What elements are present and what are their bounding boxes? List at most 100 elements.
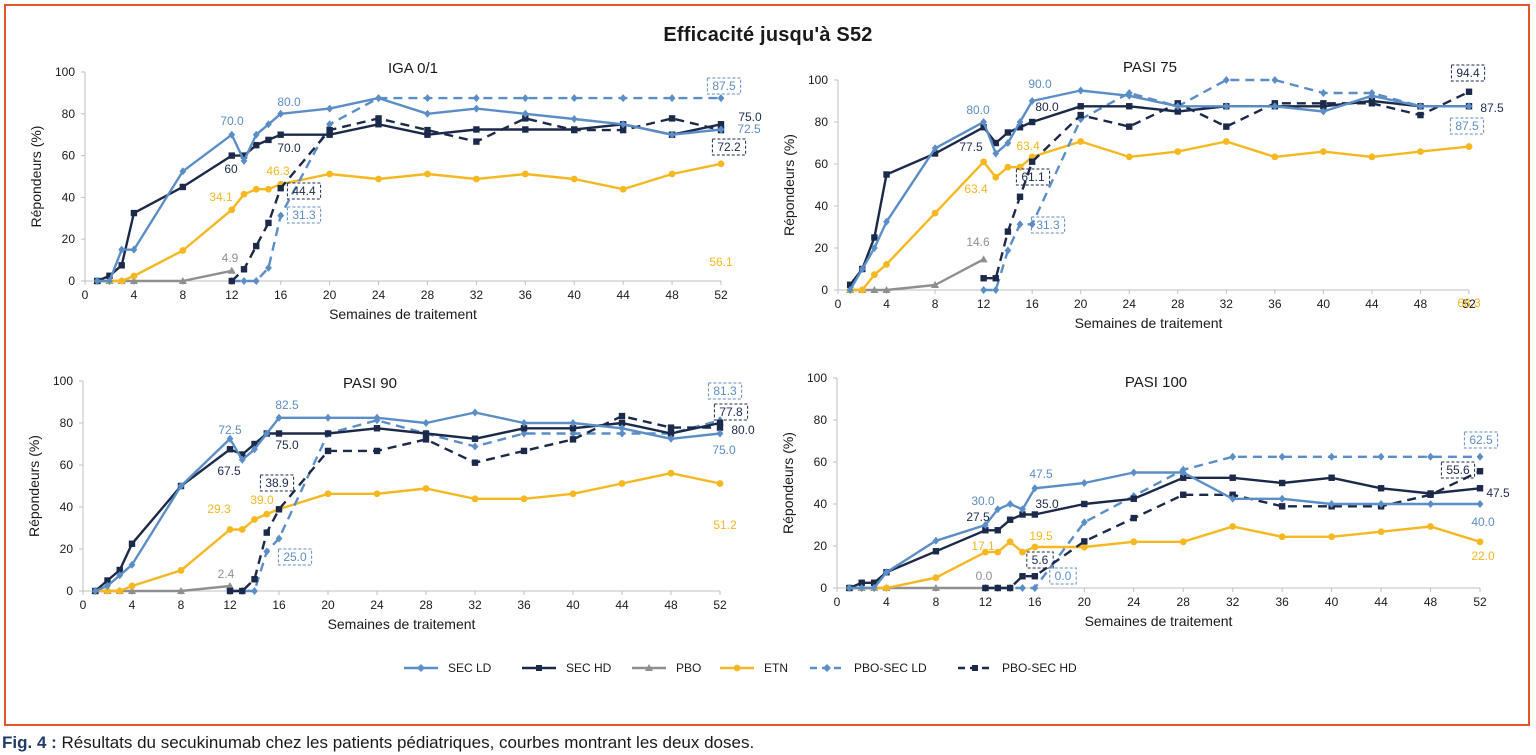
data-point xyxy=(251,587,258,595)
data-label-text: 63.4 xyxy=(964,182,988,196)
data-point xyxy=(716,419,724,427)
data-label-text: 68.3 xyxy=(1457,296,1481,310)
data-label: 29.3 xyxy=(207,502,231,516)
series-etn xyxy=(846,138,1473,294)
data-point xyxy=(992,149,1000,158)
x-tick-label: 24 xyxy=(370,598,384,612)
figure-title: Efficacité jusqu'à S52 xyxy=(663,24,873,46)
figure-frame xyxy=(4,4,1530,726)
data-point xyxy=(116,587,124,595)
data-point xyxy=(238,526,246,533)
x-tick-label: 20 xyxy=(321,598,335,612)
legend-swatch xyxy=(958,665,992,671)
data-point xyxy=(1077,86,1085,95)
y-axis-label: Répondeurs (%) xyxy=(780,432,796,534)
data-point xyxy=(1319,89,1327,98)
data-point xyxy=(931,144,939,153)
data-point xyxy=(228,152,235,159)
data-label: 5.6 xyxy=(1026,551,1054,569)
data-point xyxy=(240,277,248,285)
data-point xyxy=(1427,490,1434,497)
data-point xyxy=(980,118,988,126)
data-point xyxy=(992,275,999,282)
data-label-text: 56.1 xyxy=(709,255,733,269)
data-label-box xyxy=(713,403,749,421)
data-point xyxy=(618,429,626,438)
data-point xyxy=(179,167,187,176)
data-label-text: 14.6 xyxy=(966,235,990,249)
data-point xyxy=(1222,102,1230,111)
x-tick-label: 44 xyxy=(1365,297,1379,311)
data-point xyxy=(1377,452,1385,461)
y-tick-label: 20 xyxy=(815,241,829,255)
data-point xyxy=(522,126,529,133)
x-tick-label: 24 xyxy=(1123,297,1137,311)
x-tick-label: 8 xyxy=(180,288,187,302)
data-label: 90.0 xyxy=(1028,77,1052,91)
panel-title: PASI 100 xyxy=(1125,374,1187,391)
data-label-box xyxy=(1450,64,1486,82)
y-tick-label: 0 xyxy=(66,584,73,598)
series-sec-ld xyxy=(845,468,1484,592)
data-label: 14.6 xyxy=(966,235,990,249)
data-label: 40.0 xyxy=(1471,515,1495,529)
data-label-text: 47.5 xyxy=(1486,486,1510,500)
data-point xyxy=(1028,158,1036,165)
series-line xyxy=(849,525,1481,590)
data-label-text: 77.8 xyxy=(719,405,743,419)
data-label-text: 87.5 xyxy=(1480,101,1504,115)
data-point xyxy=(1126,103,1133,110)
data-point xyxy=(1476,468,1484,475)
data-point xyxy=(1028,97,1036,105)
data-label-box xyxy=(1030,216,1066,234)
data-point xyxy=(521,170,529,178)
x-tick-label: 12 xyxy=(977,297,991,311)
legend-label: SEC HD xyxy=(566,661,612,675)
legend-swatch xyxy=(720,664,754,672)
data-point xyxy=(1077,103,1084,110)
data-point xyxy=(522,115,529,122)
legend-item-sec-ld: SEC LD xyxy=(402,657,491,679)
data-point xyxy=(373,447,381,455)
data-point xyxy=(1004,163,1012,171)
data-label: 60 xyxy=(224,162,238,176)
data-point xyxy=(424,126,431,134)
data-label: 70.0 xyxy=(277,141,301,155)
data-label-box xyxy=(286,182,322,200)
data-point xyxy=(569,436,577,443)
data-point xyxy=(1417,102,1424,111)
data-label-text: 80.0 xyxy=(277,95,301,109)
data-label: 72.5 xyxy=(737,122,761,136)
data-label-text: 70.0 xyxy=(277,141,301,155)
data-point xyxy=(619,185,627,193)
legend-label: PBO-SEC HD xyxy=(1002,661,1077,675)
series-line xyxy=(230,414,720,593)
data-point xyxy=(1223,123,1230,130)
data-point xyxy=(265,219,272,227)
data-point xyxy=(240,156,248,165)
y-tick-label: 80 xyxy=(60,416,74,430)
data-point xyxy=(422,436,430,443)
data-point xyxy=(618,480,626,487)
data-point xyxy=(1019,511,1026,518)
data-label-text: 82.5 xyxy=(275,398,299,412)
data-point xyxy=(846,281,854,288)
data-label: 22.0 xyxy=(1471,549,1495,563)
data-point xyxy=(520,425,528,432)
data-point xyxy=(667,430,675,437)
data-point xyxy=(1130,495,1137,502)
data-point xyxy=(1031,484,1039,493)
data-label: 81.3 xyxy=(707,382,743,400)
data-label-text: 31.3 xyxy=(292,208,316,222)
data-label-text: 2.4 xyxy=(218,567,235,581)
data-point xyxy=(424,94,431,103)
data-label-text: 44.4 xyxy=(292,184,316,198)
data-point xyxy=(1077,138,1085,145)
data-point xyxy=(992,286,1000,294)
data-point xyxy=(471,459,479,466)
series-etn xyxy=(91,469,724,595)
data-point xyxy=(1278,494,1286,503)
series-line xyxy=(848,476,1481,590)
data-point xyxy=(1271,76,1279,84)
